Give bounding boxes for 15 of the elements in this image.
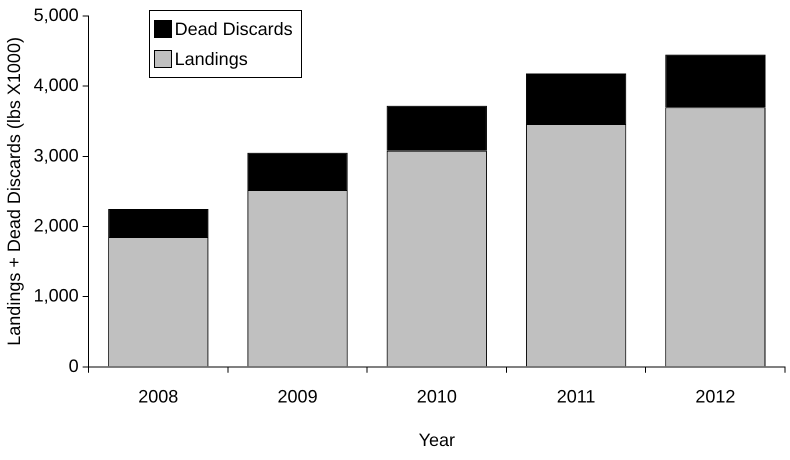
x-tick-label: 2012 <box>695 386 736 407</box>
x-tick-label: 2011 <box>556 386 596 407</box>
y-tick-label: 5,000 <box>34 4 79 25</box>
y-tick-label: 2,000 <box>34 215 79 236</box>
x-tick-label: 2010 <box>416 386 457 407</box>
y-axis-title: Landings + Dead Discards (lbs X1000) <box>4 37 24 346</box>
y-tick-label: 4,000 <box>34 75 79 96</box>
y-tick-label: 0 <box>68 356 79 376</box>
y-tick-label: 1,000 <box>34 286 79 306</box>
legend-label: Dead Discards <box>174 18 293 40</box>
x-tick-label: 2008 <box>138 386 178 407</box>
x-axis-title: Year <box>418 430 456 450</box>
x-tick-label: 2009 <box>278 386 318 407</box>
y-tick-label: 3,000 <box>34 145 79 166</box>
legend-label: Landings <box>174 48 248 70</box>
